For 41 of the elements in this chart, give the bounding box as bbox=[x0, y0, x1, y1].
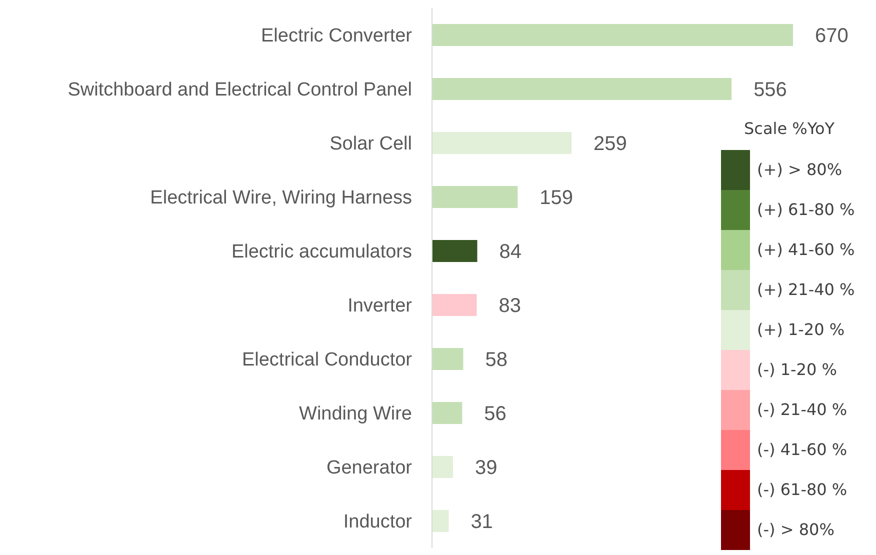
annotation: (-) 41-60 % bbox=[757, 440, 848, 459]
y-tick-label: Generator bbox=[326, 458, 413, 479]
y-tick-label: Switchboard and Electrical Control Panel bbox=[68, 80, 412, 101]
y-tick-label: Electrical Conductor bbox=[242, 350, 413, 371]
bar bbox=[432, 186, 518, 208]
bar bbox=[432, 240, 478, 262]
bar bbox=[432, 510, 449, 532]
y-tick-label: Solar Cell bbox=[330, 134, 412, 155]
annotation: (-) 21-40 % bbox=[757, 400, 848, 419]
bar bbox=[432, 456, 454, 478]
bar bbox=[432, 348, 464, 370]
annotation: (+) 61-80 % bbox=[757, 200, 855, 219]
annotation: (-) 61-80 % bbox=[757, 480, 848, 499]
y-tick-label: Electric Converter bbox=[261, 26, 413, 47]
annotation: (-) > 80% bbox=[757, 520, 834, 539]
data-label: 56 bbox=[484, 403, 506, 426]
bar bbox=[432, 132, 572, 154]
bar bbox=[432, 24, 793, 46]
y-tick-label: Electrical Wire, Wiring Harness bbox=[150, 188, 412, 209]
y-tick-label: Inverter bbox=[348, 296, 413, 317]
annotation: (+) 41-60 % bbox=[757, 240, 855, 259]
data-label: 159 bbox=[540, 187, 574, 210]
bar bbox=[432, 402, 462, 424]
legend-title: Scale %YoY bbox=[744, 119, 835, 138]
data-label: 84 bbox=[499, 241, 522, 264]
data-label: 83 bbox=[498, 295, 521, 318]
annotation: (-) 1-20 % bbox=[757, 360, 837, 379]
bar bbox=[432, 294, 477, 316]
annotation: (+) 1-20 % bbox=[757, 320, 845, 339]
data-label: 556 bbox=[754, 79, 787, 102]
y-tick-label: Electric accumulators bbox=[231, 242, 412, 263]
data-label: 31 bbox=[470, 511, 493, 534]
y-tick-label: Winding Wire bbox=[299, 404, 412, 425]
data-label: 39 bbox=[475, 457, 498, 480]
data-label: 259 bbox=[594, 133, 627, 156]
data-label: 670 bbox=[815, 25, 848, 48]
bar bbox=[432, 78, 732, 100]
annotation: (+) 21-40 % bbox=[757, 280, 855, 299]
data-label: 58 bbox=[485, 349, 508, 372]
annotation: (+) > 80% bbox=[757, 160, 842, 179]
y-tick-label: Inductor bbox=[343, 512, 413, 533]
